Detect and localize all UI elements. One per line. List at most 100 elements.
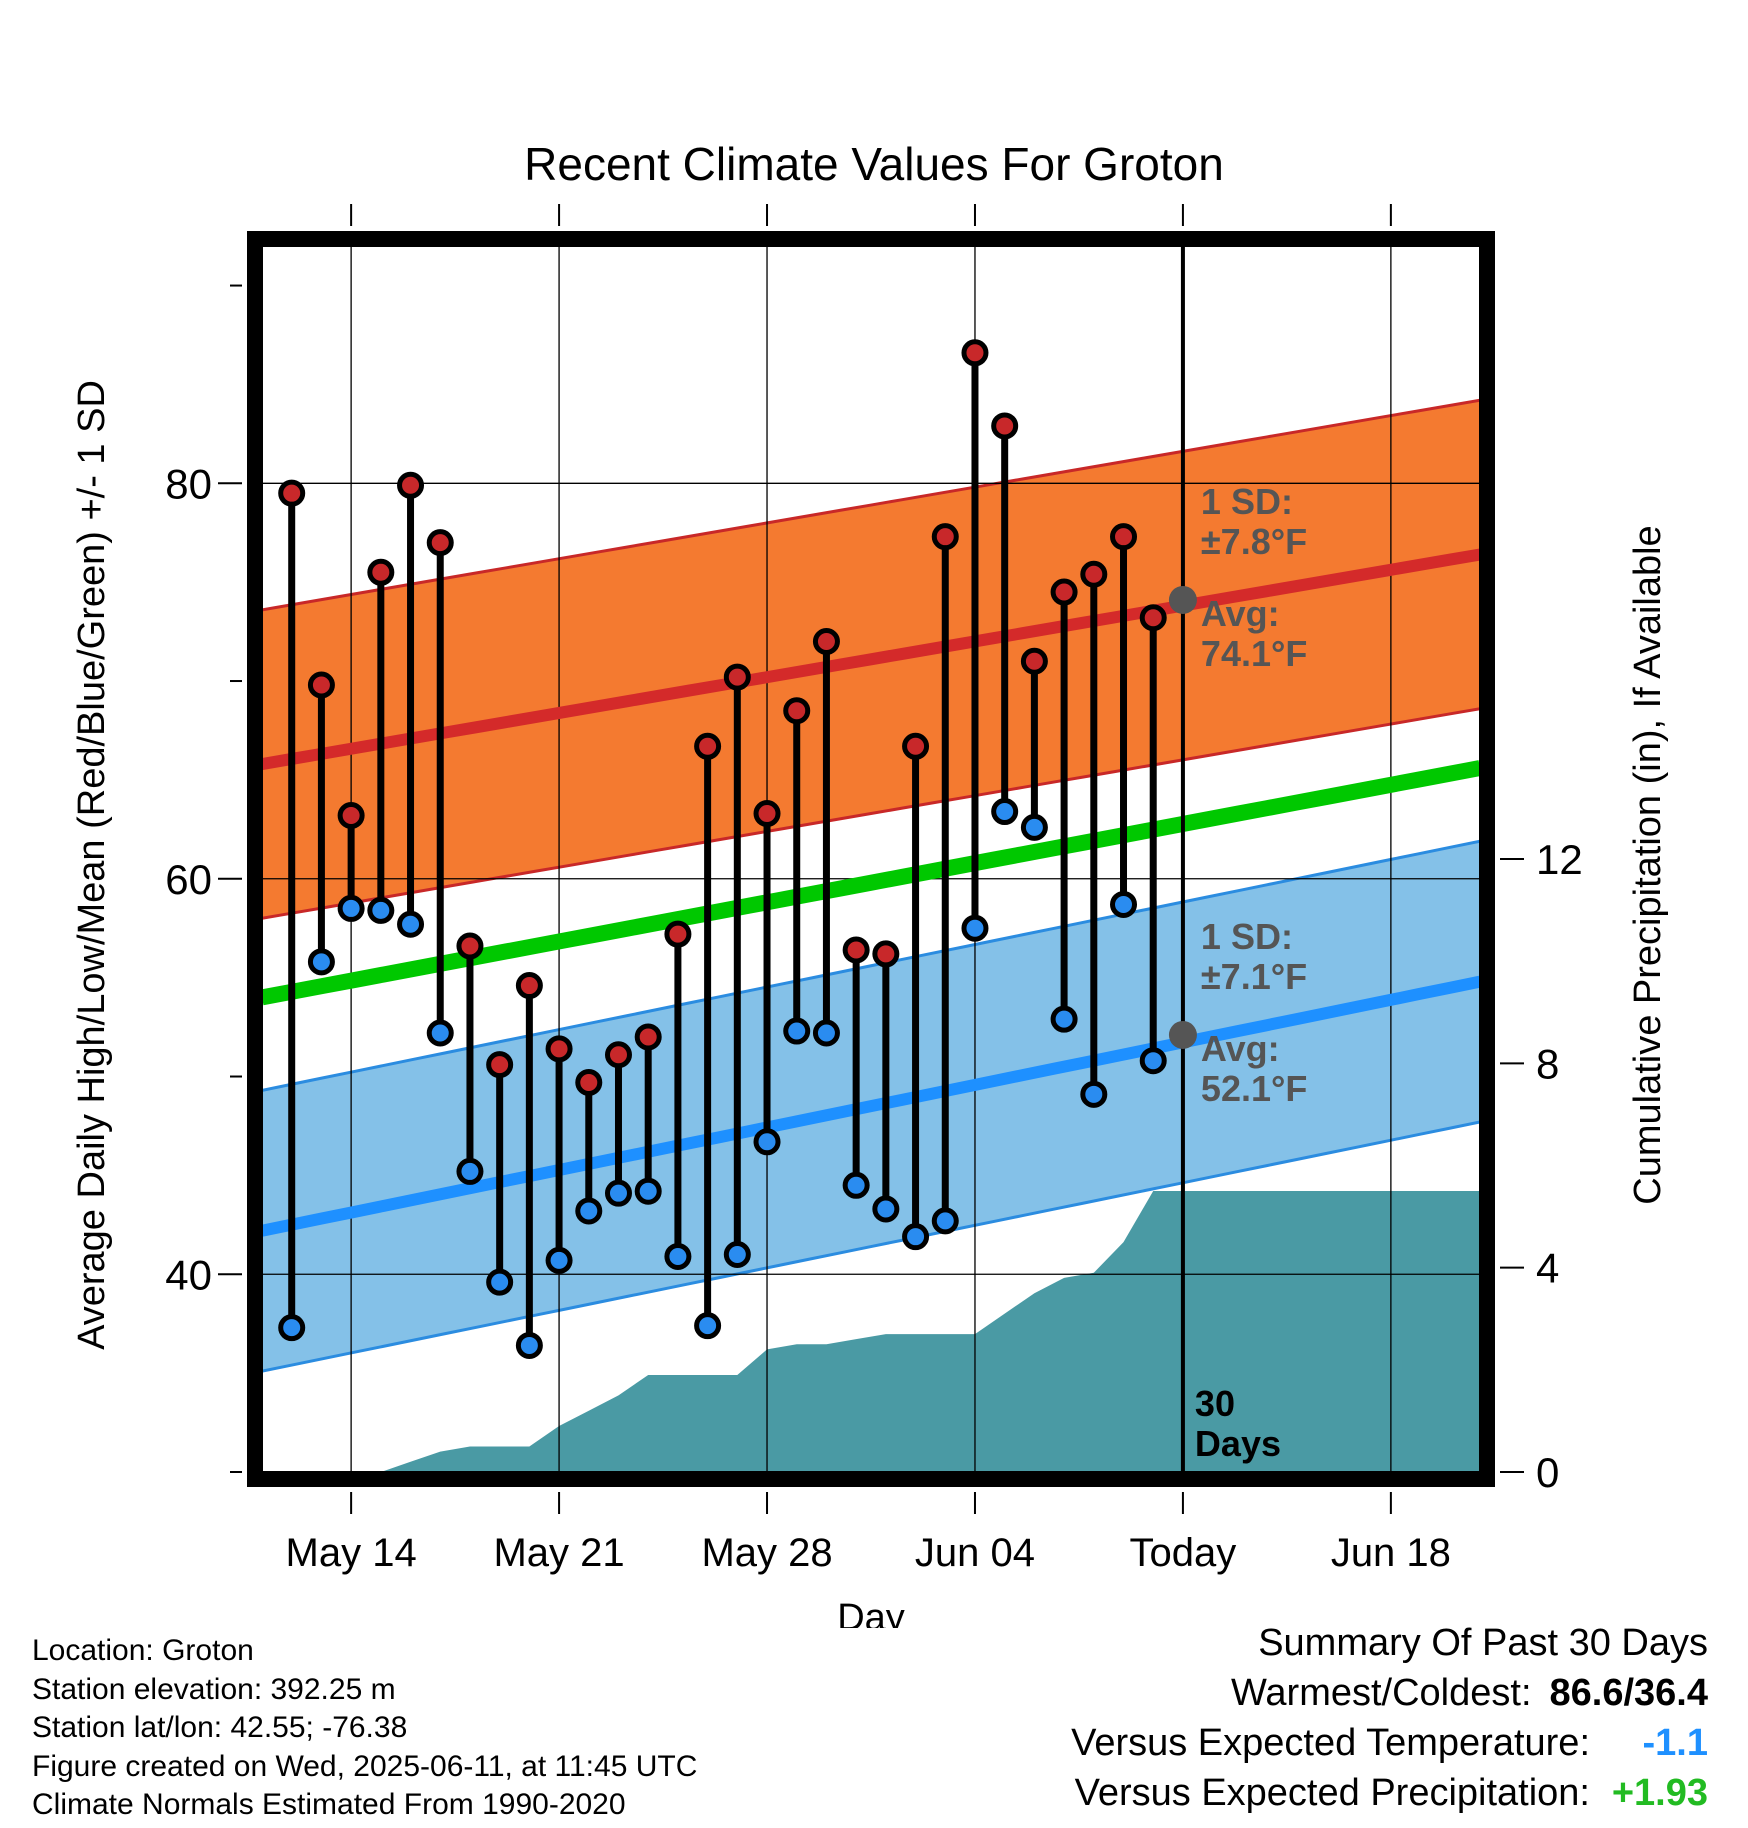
x-tick-label: May 14: [286, 1531, 417, 1575]
summary-precip: Versus Expected Precipitation: +1.93: [1071, 1768, 1708, 1818]
plot-area: [262, 246, 1480, 1472]
daily-high-point: [456, 932, 484, 960]
x-tick-label: May 28: [701, 1531, 832, 1575]
high-avg-value: 74.1°F: [1201, 633, 1307, 674]
daily-high-point: [842, 936, 870, 964]
y-axis-label: Average Daily High/Low/Mean (Red/Blue/Gr…: [71, 380, 113, 1350]
daily-low-point: [307, 948, 335, 976]
daily-high-point: [753, 800, 781, 828]
y-tick-label: 60: [165, 856, 212, 903]
normal-mean-line: [262, 760, 1480, 1006]
daily-low-point: [604, 1179, 632, 1207]
daily-high-point: [931, 523, 959, 551]
daily-low-point: [278, 1314, 306, 1342]
daily-high-point: [337, 801, 365, 829]
normal-low-lower-edge: [262, 1120, 1480, 1373]
y-tick-label: 40: [165, 1251, 212, 1298]
summary-warm-cold: Warmest/Coldest: 86.6/36.4: [1071, 1668, 1708, 1718]
daily-high-point: [397, 471, 425, 499]
normal-high-upper-edge: [262, 398, 1480, 612]
daily-low-point: [842, 1171, 870, 1199]
daily-high-point: [278, 479, 306, 507]
precip-area: [262, 1191, 1480, 1472]
created-text: Figure created on Wed, 2025-06-11, at 11…: [32, 1749, 698, 1783]
daily-low-point: [753, 1128, 781, 1156]
daily-high-point: [307, 671, 335, 699]
daily-high-point: [991, 412, 1019, 440]
daily-high-point: [515, 972, 543, 1000]
daily-high-point: [545, 1035, 573, 1063]
temp-label: Versus Expected Temperature:: [1071, 1722, 1590, 1764]
low-avg-label: Avg:: [1201, 1028, 1280, 1069]
normal-low-line: [262, 975, 1480, 1237]
normals-text: Climate Normals Estimated From 1990-2020: [32, 1788, 626, 1821]
summary-temp: Versus Expected Temperature: -1.1: [1071, 1718, 1708, 1768]
x-tick-label: Today: [1130, 1531, 1237, 1575]
daily-low-point: [545, 1246, 573, 1274]
daily-low-point: [902, 1223, 930, 1251]
high-avg-label: Avg:: [1201, 593, 1280, 634]
high-sd-value: ±7.8°F: [1201, 521, 1307, 562]
daily-low-point: [426, 1019, 454, 1047]
daily-low-point: [1110, 890, 1138, 918]
daily-low-point: [1020, 813, 1048, 841]
daily-low-point: [931, 1207, 959, 1235]
daily-high-point: [604, 1041, 632, 1069]
low-avg-value: 52.1°F: [1201, 1068, 1307, 1109]
temp-value: -1.1: [1642, 1722, 1708, 1764]
daily-low-point: [367, 896, 395, 924]
station-info: Location: Groton Station elevation: 392.…: [32, 1632, 697, 1825]
location-text: Location: Groton: [32, 1634, 254, 1667]
summary-panel: Summary Of Past 30 Days Warmest/Coldest:…: [1071, 1618, 1708, 1818]
chart-title: Recent Climate Values For Groton: [524, 138, 1224, 190]
y2-axis-label: Cumulative Precipitation (in), If Availa…: [1627, 525, 1669, 1204]
daily-low-point: [337, 894, 365, 922]
daily-low-point: [872, 1195, 900, 1223]
low-sd-value: ±7.1°F: [1201, 956, 1307, 997]
daily-low-point: [694, 1312, 722, 1340]
daily-high-point: [486, 1051, 514, 1079]
daily-high-point: [634, 1023, 662, 1051]
daily-low-point: [575, 1197, 603, 1225]
daily-high-point: [902, 732, 930, 760]
precip-label: Versus Expected Precipitation:: [1074, 1772, 1590, 1814]
y-tick-label: 80: [165, 460, 212, 507]
y2-tick-label: 12: [1536, 836, 1583, 883]
normal-high-lower-edge: [262, 707, 1480, 920]
daily-high-point: [426, 529, 454, 557]
daily-low-point: [456, 1157, 484, 1185]
elevation-text: Station elevation: 392.25 m: [32, 1672, 396, 1706]
latlon-text: Station lat/lon: 42.55; -76.38: [32, 1711, 408, 1744]
daily-high-point: [1080, 560, 1108, 588]
daily-high-point: [1020, 647, 1048, 675]
daily-high-point: [1110, 523, 1138, 551]
daily-low-point: [1139, 1047, 1167, 1075]
daily-low-point: [961, 914, 989, 942]
daily-low-point: [812, 1019, 840, 1047]
climate-chart: Recent Climate Values For Groton 1 SD:±7…: [71, 138, 1669, 1628]
daily-low-point: [991, 798, 1019, 826]
daily-high-point: [575, 1068, 603, 1096]
y2-tick-label: 0: [1536, 1449, 1559, 1496]
daily-low-point: [783, 1017, 811, 1045]
summary-title: Summary Of Past 30 Days: [1258, 1622, 1708, 1664]
daily-high-point: [1050, 578, 1078, 606]
plot-frame: [247, 231, 1495, 1487]
daily-high-point: [812, 627, 840, 655]
days-label-text: Days: [1195, 1423, 1281, 1464]
daily-high-point: [664, 920, 692, 948]
daily-low-point: [723, 1240, 751, 1268]
high-avg-marker: [1168, 585, 1197, 614]
daily-high-point: [723, 663, 751, 691]
daily-low-point: [397, 910, 425, 938]
high-sd-label: 1 SD:: [1201, 481, 1293, 522]
x-tick-label: May 21: [493, 1531, 624, 1575]
daily-low-point: [515, 1331, 543, 1359]
daily-high-point: [872, 940, 900, 968]
daily-high-point: [694, 732, 722, 760]
precip-value: +1.93: [1611, 1772, 1708, 1814]
daily-high-point: [367, 558, 395, 586]
daily-low-point: [1050, 1005, 1078, 1033]
warm-cold-label: Warmest/Coldest:: [1230, 1672, 1532, 1714]
x-axis-label: Day: [837, 1597, 905, 1628]
